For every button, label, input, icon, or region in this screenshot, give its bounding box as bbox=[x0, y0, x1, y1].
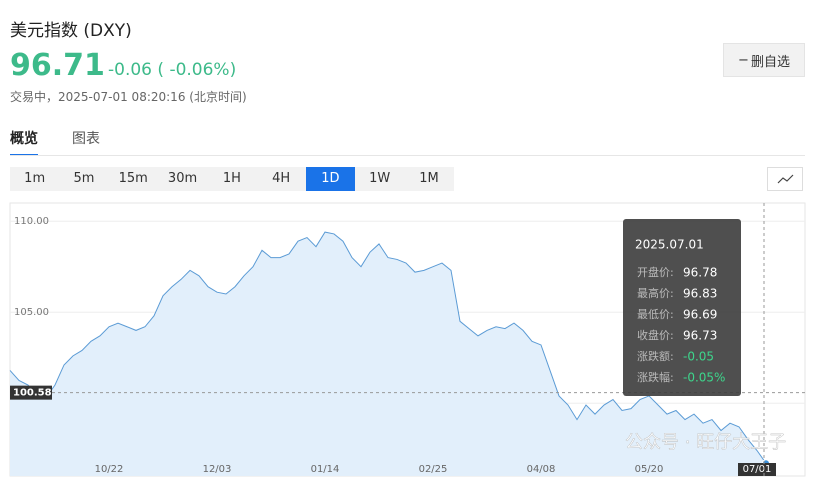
chart-icon bbox=[777, 174, 794, 184]
tooltip-value: 96.69 bbox=[683, 308, 717, 322]
tooltip-label: 涨跌额: bbox=[637, 349, 674, 363]
tabs: 概览 图表 bbox=[10, 128, 100, 156]
reference-label: 100.58 bbox=[13, 388, 52, 399]
change: -0.06 ( -0.06%) bbox=[108, 60, 236, 80]
x-tick-label: 07/01 bbox=[743, 464, 772, 475]
period-selector: 1m 5m 15m 30m 1H 4H 1D 1W 1M bbox=[10, 167, 454, 191]
period-button[interactable]: 1W bbox=[369, 171, 391, 186]
price: 96.71 bbox=[10, 48, 105, 83]
tab[interactable]: 图表 bbox=[72, 131, 100, 147]
period-button[interactable]: 5m bbox=[73, 171, 95, 186]
button-icon: − bbox=[738, 52, 749, 68]
period-button[interactable]: 15m bbox=[118, 171, 148, 186]
tooltip-label: 涨跌幅: bbox=[637, 370, 674, 384]
change-value: -0.06 bbox=[108, 60, 152, 80]
tooltip-value: 96.78 bbox=[683, 266, 717, 280]
y-tick-label: 110.00 bbox=[14, 216, 49, 227]
reference-label-box bbox=[10, 385, 52, 400]
last-point bbox=[762, 459, 770, 468]
tooltip-value: 96.83 bbox=[683, 287, 717, 301]
tooltip-label: 最低价: bbox=[637, 308, 674, 321]
period-button[interactable]: 1D bbox=[305, 167, 356, 191]
period-button[interactable]: 1H bbox=[222, 171, 241, 186]
period-button[interactable]: 1m bbox=[24, 171, 46, 186]
y-tick-label: 105.00 bbox=[14, 307, 49, 318]
remove-watchlist-button[interactable]: − 删自选 bbox=[723, 43, 805, 77]
x-tick-label: 05/20 bbox=[635, 464, 664, 475]
button-label: 删自选 bbox=[750, 54, 790, 70]
plot-area bbox=[9, 202, 806, 477]
tooltip-label: 最高价: bbox=[637, 286, 674, 300]
tooltip bbox=[623, 219, 741, 396]
x-tick-label: 02/25 bbox=[419, 464, 448, 475]
x-tick-label: 12/03 bbox=[203, 464, 232, 475]
period-button[interactable]: 1M bbox=[419, 171, 439, 186]
x-tick-label: 10/22 bbox=[95, 464, 124, 475]
tab[interactable]: 概览 bbox=[10, 128, 38, 156]
tooltip-value: 96.73 bbox=[683, 329, 717, 343]
x-tick-label: 01/14 bbox=[311, 464, 340, 475]
tooltip-label: 开盘价: bbox=[637, 265, 674, 279]
instrument-name: 美元指数 (DXY) bbox=[10, 21, 132, 41]
watermark: 公众号 · 旺仔大王子 bbox=[625, 432, 786, 453]
tab-divider bbox=[10, 155, 805, 156]
line bbox=[9, 231, 767, 464]
tooltip-date: 2025.07.01 bbox=[635, 238, 704, 252]
period-button[interactable]: 4H bbox=[272, 171, 291, 186]
change-percent: ( -0.06%) bbox=[157, 60, 237, 80]
x-label-box bbox=[738, 463, 776, 476]
x-tick-label: 04/08 bbox=[527, 464, 556, 475]
tooltip-value: -0.05 bbox=[683, 350, 714, 364]
tooltip-value: -0.05% bbox=[683, 371, 725, 385]
tooltip-label: 收盘价: bbox=[637, 328, 674, 342]
area bbox=[10, 232, 766, 476]
status: 交易中，2025-07-01 08:20:16 (北京时间) bbox=[10, 90, 247, 104]
period-button[interactable]: 30m bbox=[167, 171, 198, 186]
y-tick-label: 100.00 bbox=[14, 398, 49, 409]
chart-type-button[interactable] bbox=[767, 167, 803, 191]
